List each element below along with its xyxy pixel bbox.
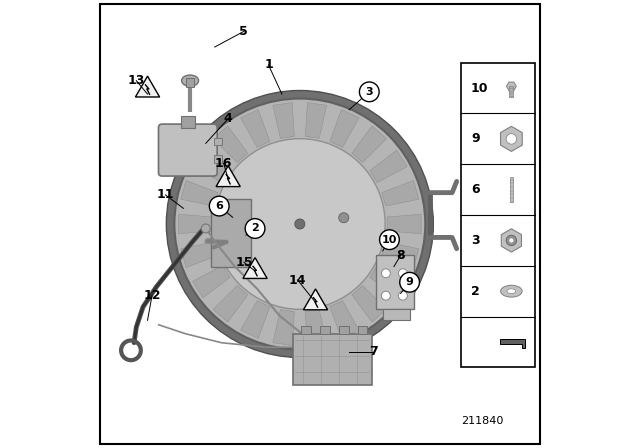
Bar [214, 138, 221, 145]
Text: 13: 13 [127, 74, 145, 87]
Text: 1: 1 [264, 58, 273, 72]
Bar [461, 63, 535, 367]
Bar [376, 255, 414, 309]
Polygon shape [330, 301, 359, 338]
Bar [293, 334, 371, 385]
Circle shape [398, 269, 408, 278]
Text: 4: 4 [224, 112, 232, 125]
Text: 12: 12 [143, 289, 161, 302]
Polygon shape [305, 310, 327, 345]
Polygon shape [273, 310, 294, 345]
Polygon shape [501, 229, 522, 252]
Text: 9: 9 [471, 132, 479, 146]
Polygon shape [382, 181, 419, 206]
Text: 8: 8 [396, 249, 405, 262]
Polygon shape [241, 110, 270, 147]
Bar [186, 78, 194, 87]
Bar [509, 86, 513, 97]
Circle shape [360, 82, 379, 102]
Polygon shape [305, 103, 327, 138]
Bar [320, 326, 330, 334]
Text: 10: 10 [471, 82, 488, 95]
Text: 10: 10 [381, 235, 397, 245]
Text: 15: 15 [235, 255, 253, 269]
Text: 6: 6 [215, 201, 223, 211]
Polygon shape [243, 258, 267, 278]
Text: 5: 5 [239, 25, 248, 38]
Polygon shape [370, 265, 407, 298]
Circle shape [166, 90, 433, 358]
Text: 9: 9 [406, 277, 413, 287]
Polygon shape [500, 339, 525, 349]
Polygon shape [352, 285, 387, 322]
Polygon shape [193, 265, 230, 298]
Circle shape [509, 238, 514, 243]
Circle shape [339, 213, 349, 223]
Circle shape [380, 230, 399, 250]
Bar [214, 155, 221, 163]
Polygon shape [216, 166, 240, 186]
Polygon shape [213, 126, 248, 163]
Polygon shape [352, 126, 387, 163]
Bar [181, 116, 195, 128]
Bar [510, 177, 513, 202]
Bar [383, 309, 410, 320]
Circle shape [506, 134, 516, 144]
Text: 16: 16 [215, 157, 232, 170]
Polygon shape [370, 150, 407, 183]
Text: 6: 6 [471, 183, 479, 196]
Polygon shape [330, 110, 359, 147]
Polygon shape [273, 103, 294, 138]
Circle shape [381, 291, 390, 300]
Circle shape [400, 272, 419, 292]
Text: 211840: 211840 [461, 416, 504, 426]
Polygon shape [179, 214, 212, 234]
Polygon shape [506, 82, 516, 90]
Polygon shape [500, 126, 522, 151]
Text: 2: 2 [251, 224, 259, 233]
Text: 7: 7 [369, 345, 378, 358]
Text: 3: 3 [471, 234, 479, 247]
Circle shape [398, 291, 408, 300]
Polygon shape [303, 289, 328, 310]
Ellipse shape [182, 75, 198, 86]
Ellipse shape [507, 289, 516, 293]
Polygon shape [387, 214, 421, 234]
Polygon shape [213, 285, 248, 322]
Polygon shape [382, 242, 419, 267]
Circle shape [506, 235, 516, 246]
Text: 11: 11 [157, 188, 174, 202]
Circle shape [201, 224, 210, 233]
Polygon shape [180, 181, 218, 206]
Circle shape [209, 196, 229, 216]
Text: 2: 2 [471, 284, 480, 298]
Polygon shape [193, 150, 230, 183]
Circle shape [214, 139, 385, 309]
Circle shape [381, 269, 390, 278]
Bar [301, 326, 311, 334]
Bar [339, 326, 349, 334]
Text: 14: 14 [289, 273, 307, 287]
Circle shape [245, 219, 265, 238]
Text: 3: 3 [365, 87, 373, 97]
Polygon shape [136, 76, 159, 97]
Bar [358, 326, 367, 334]
FancyBboxPatch shape [159, 124, 217, 176]
Polygon shape [180, 242, 218, 267]
Bar [211, 199, 251, 267]
Circle shape [175, 99, 426, 349]
Polygon shape [241, 301, 270, 338]
Circle shape [295, 219, 305, 229]
Ellipse shape [500, 285, 522, 297]
